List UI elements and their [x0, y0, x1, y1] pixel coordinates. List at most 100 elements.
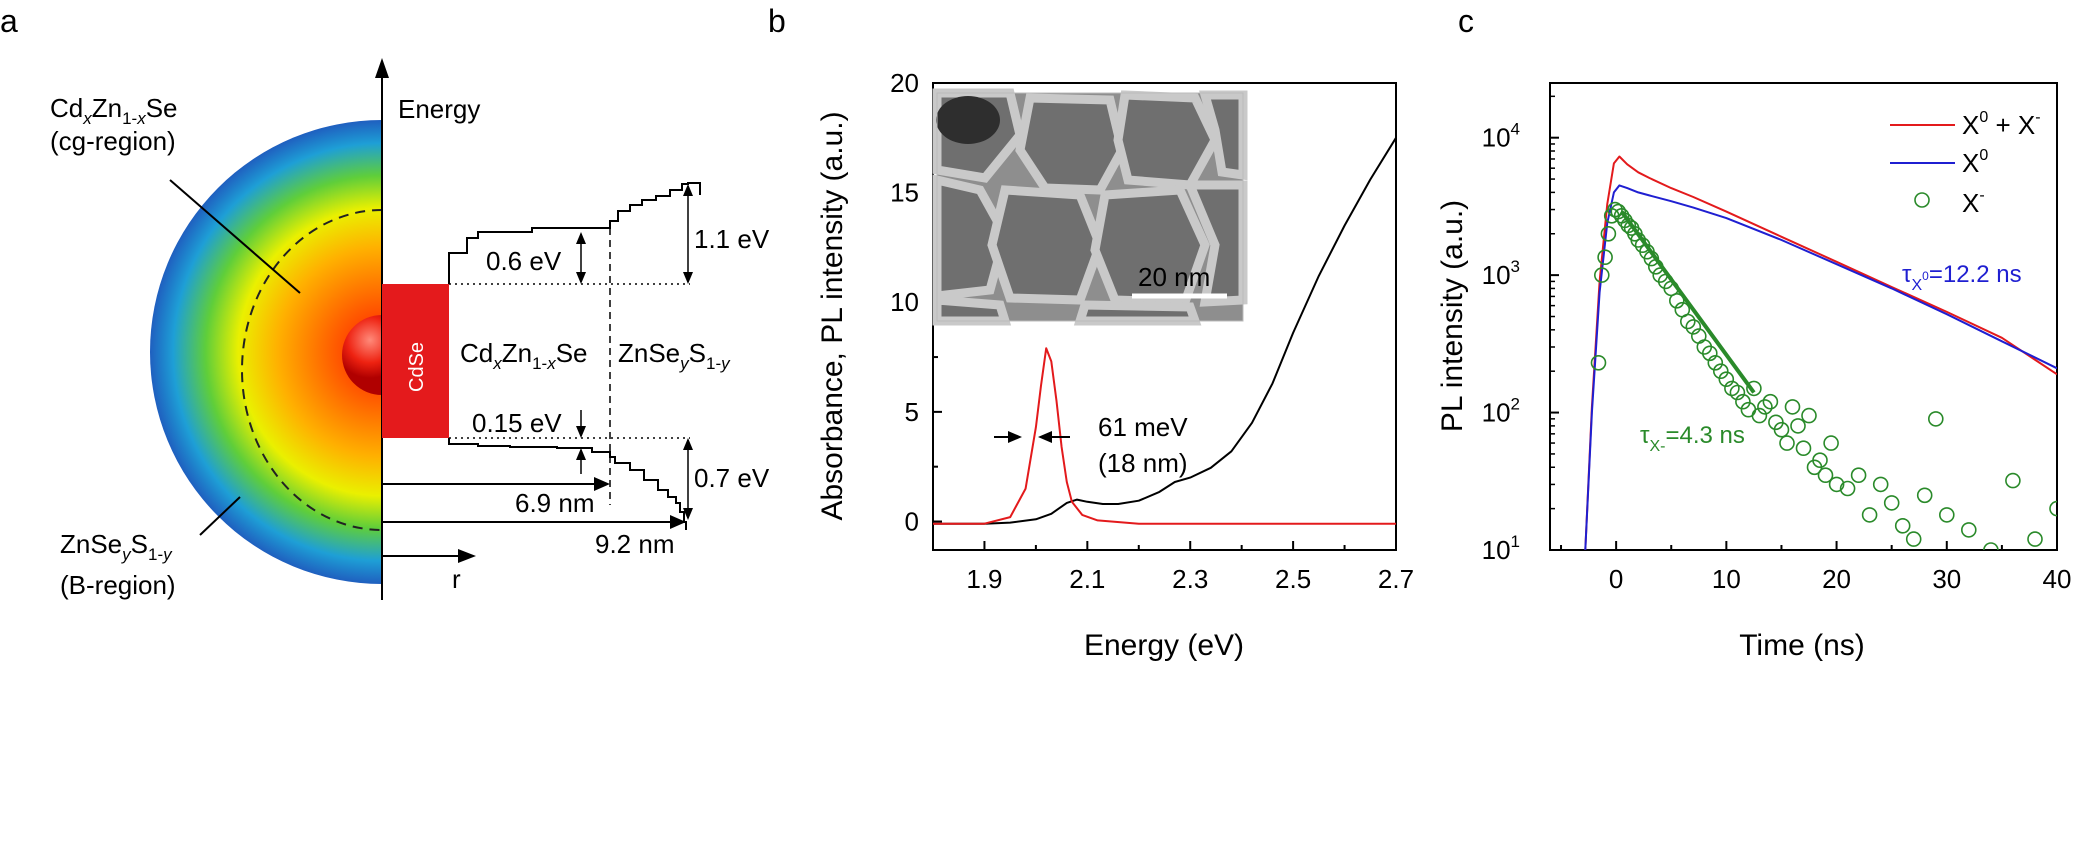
panel-letter-b: b — [768, 3, 786, 39]
panel-letter-a: a — [0, 3, 18, 39]
x-tick-label: 2.3 — [1172, 564, 1208, 594]
trion-data-point — [1702, 345, 1718, 362]
cg-region-sub: (cg-region) — [50, 126, 176, 156]
trion-data-point — [1669, 292, 1685, 309]
trion-data-point — [1790, 418, 1806, 434]
valence-band-profile — [448, 438, 687, 530]
x-tick-label: 0 — [1609, 564, 1623, 594]
trion-data-point — [1757, 399, 1773, 415]
trion-data-point — [1883, 495, 1900, 511]
trion-data-point — [1707, 354, 1724, 371]
legend-label: X-​ — [1962, 187, 1985, 218]
fwhm-left-arrow-icon — [1008, 431, 1022, 443]
svg-text:τX0=12.2 ns: τX0=12.2 ns — [1902, 261, 2022, 294]
panel-letter-c: c — [1458, 3, 1474, 39]
trion-data-point — [1916, 487, 1933, 504]
panel-b-series — [933, 137, 1396, 525]
panel-c-axes: 0 10 20 30 40 101 102 103 104 — [1482, 95, 2071, 594]
x-tick-label: 20 — [1822, 564, 1851, 594]
cb-step-label: 0.6 eV — [486, 246, 562, 276]
shell1-label: Cdx​Zn1-x​Se — [460, 338, 588, 373]
panel-c-series — [1584, 155, 2057, 550]
y-tick-label: 10 — [890, 287, 919, 317]
y-tick-label: 20 — [890, 68, 919, 98]
x-tick-label: 10 — [1712, 564, 1741, 594]
trion-data-point — [1823, 435, 1839, 451]
trion-data-point — [1735, 393, 1751, 410]
cg-region-name: Cdx​Zn1-x​Se — [50, 93, 178, 128]
legend-entry: X-​ — [1914, 187, 1985, 218]
trion-data-point — [1850, 467, 1867, 484]
panel-b-x-axis-label: Energy (eV) — [1084, 629, 1244, 662]
trion-data-point — [1685, 319, 1702, 335]
trion-data-point — [1746, 380, 1762, 397]
fwhm-right-arrow-icon — [1038, 431, 1052, 443]
pl-curve — [933, 347, 1396, 525]
r-axis-label: r — [452, 564, 461, 594]
y-tick-label: 0 — [905, 506, 919, 536]
fwhm-energy-label: 61 meV — [1098, 412, 1188, 442]
trion-data-point — [1597, 249, 1613, 266]
trion-data-point — [1795, 440, 1812, 457]
trion-data-point — [1718, 371, 1735, 388]
x-tick-label: 2.7 — [1378, 564, 1414, 594]
x-tick-label: 2.5 — [1275, 564, 1311, 594]
trion-data-point — [1928, 411, 1944, 427]
panel-c-x-axis-label: Time (ns) — [1739, 629, 1865, 662]
tau-charged-annotation: τX-=4.3 ns — [1640, 422, 1745, 455]
conduction-band-profile — [448, 182, 701, 284]
trion-data-point — [1861, 507, 1878, 523]
x-tick-label: 2.1 — [1069, 564, 1105, 594]
trion-data-point — [1905, 531, 1922, 547]
trion-data-point — [2049, 500, 2057, 517]
panel-b-y-axis-label: Absorbance, PL intensity (a.u.) — [816, 111, 849, 520]
exciton-decay — [1584, 184, 2057, 550]
trion-data-point — [1594, 267, 1610, 283]
trion-data-point — [1801, 407, 1817, 424]
trion-data-point — [1600, 226, 1617, 242]
y-tick-label: 15 — [890, 178, 919, 208]
trion-data-point — [1762, 393, 1779, 410]
legend-label: X0​ + X-​ — [1962, 109, 2041, 140]
legend-entry: X0​ + X-​ — [1890, 109, 2041, 140]
b-region-sub: (B-region) — [60, 570, 176, 600]
trion-data-point — [1590, 354, 1607, 371]
trion-plus-exciton-decay — [1584, 155, 2057, 550]
core-band-block — [382, 284, 449, 438]
scale-bar-label: 20 nm — [1138, 262, 1210, 292]
fwhm-wavelength-label: (18 nm) — [1098, 448, 1188, 478]
b-region-leader — [199, 496, 241, 536]
r-axis-arrow-icon — [458, 549, 476, 563]
y-tick-label: 5 — [905, 397, 919, 427]
panel-b-axes: 1.9 2.1 2.3 2.5 2.7 0 5 10 15 20 — [890, 68, 1414, 594]
vb-total-label: 0.7 eV — [694, 463, 770, 493]
trion-data-point — [1828, 476, 1845, 493]
x-tick-label: 1.9 — [966, 564, 1002, 594]
trion-data-point — [1961, 522, 1977, 538]
trion-data-point — [1983, 542, 1999, 550]
tau-neutral-annotation: τX0=12.2 ns — [1902, 261, 2022, 294]
tau-neutral-value: =12.2 ns — [1929, 261, 2022, 288]
y-tick-label: 103 — [1482, 257, 1520, 290]
trion-data-point — [1779, 435, 1795, 451]
cb-total-label: 1.1 eV — [694, 224, 770, 254]
legend-entry: X0​ — [1890, 147, 1988, 178]
shell2-label: ZnSey​S1-y​ — [618, 338, 731, 373]
tem-inset-image: 20 nm — [932, 88, 1248, 326]
trion-data-point — [1729, 384, 1746, 401]
absorbance-curve — [933, 137, 1396, 525]
legend-label: X0​ — [1962, 147, 1988, 178]
y-tick-label: 104 — [1482, 120, 1520, 153]
trion-data-point — [1894, 517, 1911, 534]
svg-text:τX-=4.3 ns: τX-=4.3 ns — [1640, 422, 1745, 455]
y-tick-label: 102 — [1482, 395, 1520, 428]
x-tick-label: 30 — [1932, 564, 1961, 594]
trion-data-point — [1773, 421, 1790, 438]
trion-data-point — [2027, 531, 2043, 547]
trion-data-point — [1812, 452, 1828, 469]
core-label: CdSe — [406, 342, 428, 392]
y-tick-label: 101 — [1482, 532, 1520, 565]
panel-b: b 1.9 2.1 2.3 2.5 2.7 0 5 10 15 20 Energy (eV) Ab… — [768, 3, 1414, 662]
trion-data-point — [2005, 472, 2021, 489]
